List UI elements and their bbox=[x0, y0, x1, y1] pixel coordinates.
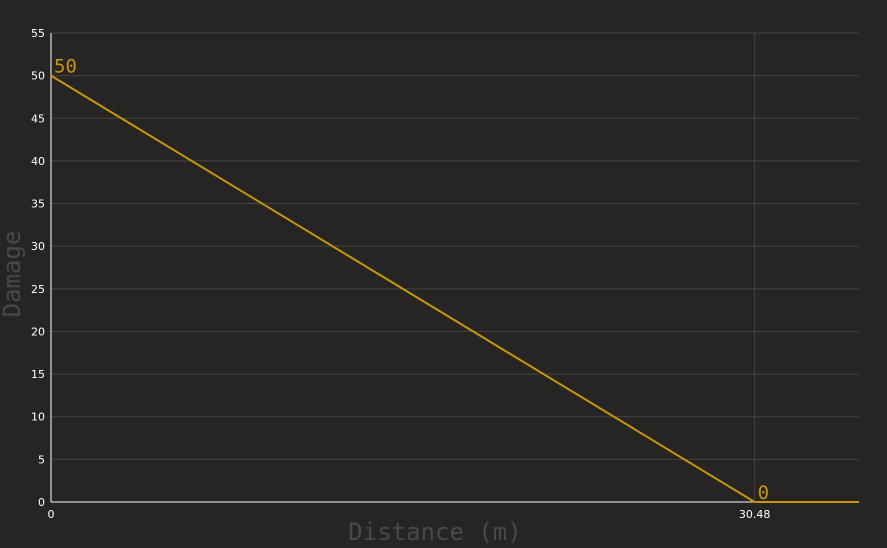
y-tick-label: 10 bbox=[31, 411, 45, 424]
y-tick-label: 0 bbox=[38, 496, 45, 509]
y-tick-label: 35 bbox=[31, 198, 45, 211]
y-tick-label: 25 bbox=[31, 283, 45, 296]
damage-line bbox=[50, 74, 859, 503]
y-axis-label: Damage bbox=[0, 231, 26, 318]
x-axis-label: Distance (m) bbox=[348, 518, 521, 546]
y-tick-label: 45 bbox=[31, 112, 45, 125]
y-tick-label: 20 bbox=[31, 325, 45, 338]
y-tick-label: 30 bbox=[31, 240, 45, 253]
x-tick-label: 0 bbox=[48, 508, 55, 521]
y-tick-label: 50 bbox=[31, 70, 45, 83]
point-label: 50 bbox=[54, 56, 77, 78]
y-tick-label: 40 bbox=[31, 155, 45, 168]
y-tick-label: 5 bbox=[38, 453, 45, 466]
y-tick-label: 15 bbox=[31, 368, 45, 381]
y-tick-label: 55 bbox=[31, 27, 45, 40]
point-label: 0 bbox=[758, 482, 769, 504]
x-tick-label: 30.48 bbox=[739, 508, 771, 521]
